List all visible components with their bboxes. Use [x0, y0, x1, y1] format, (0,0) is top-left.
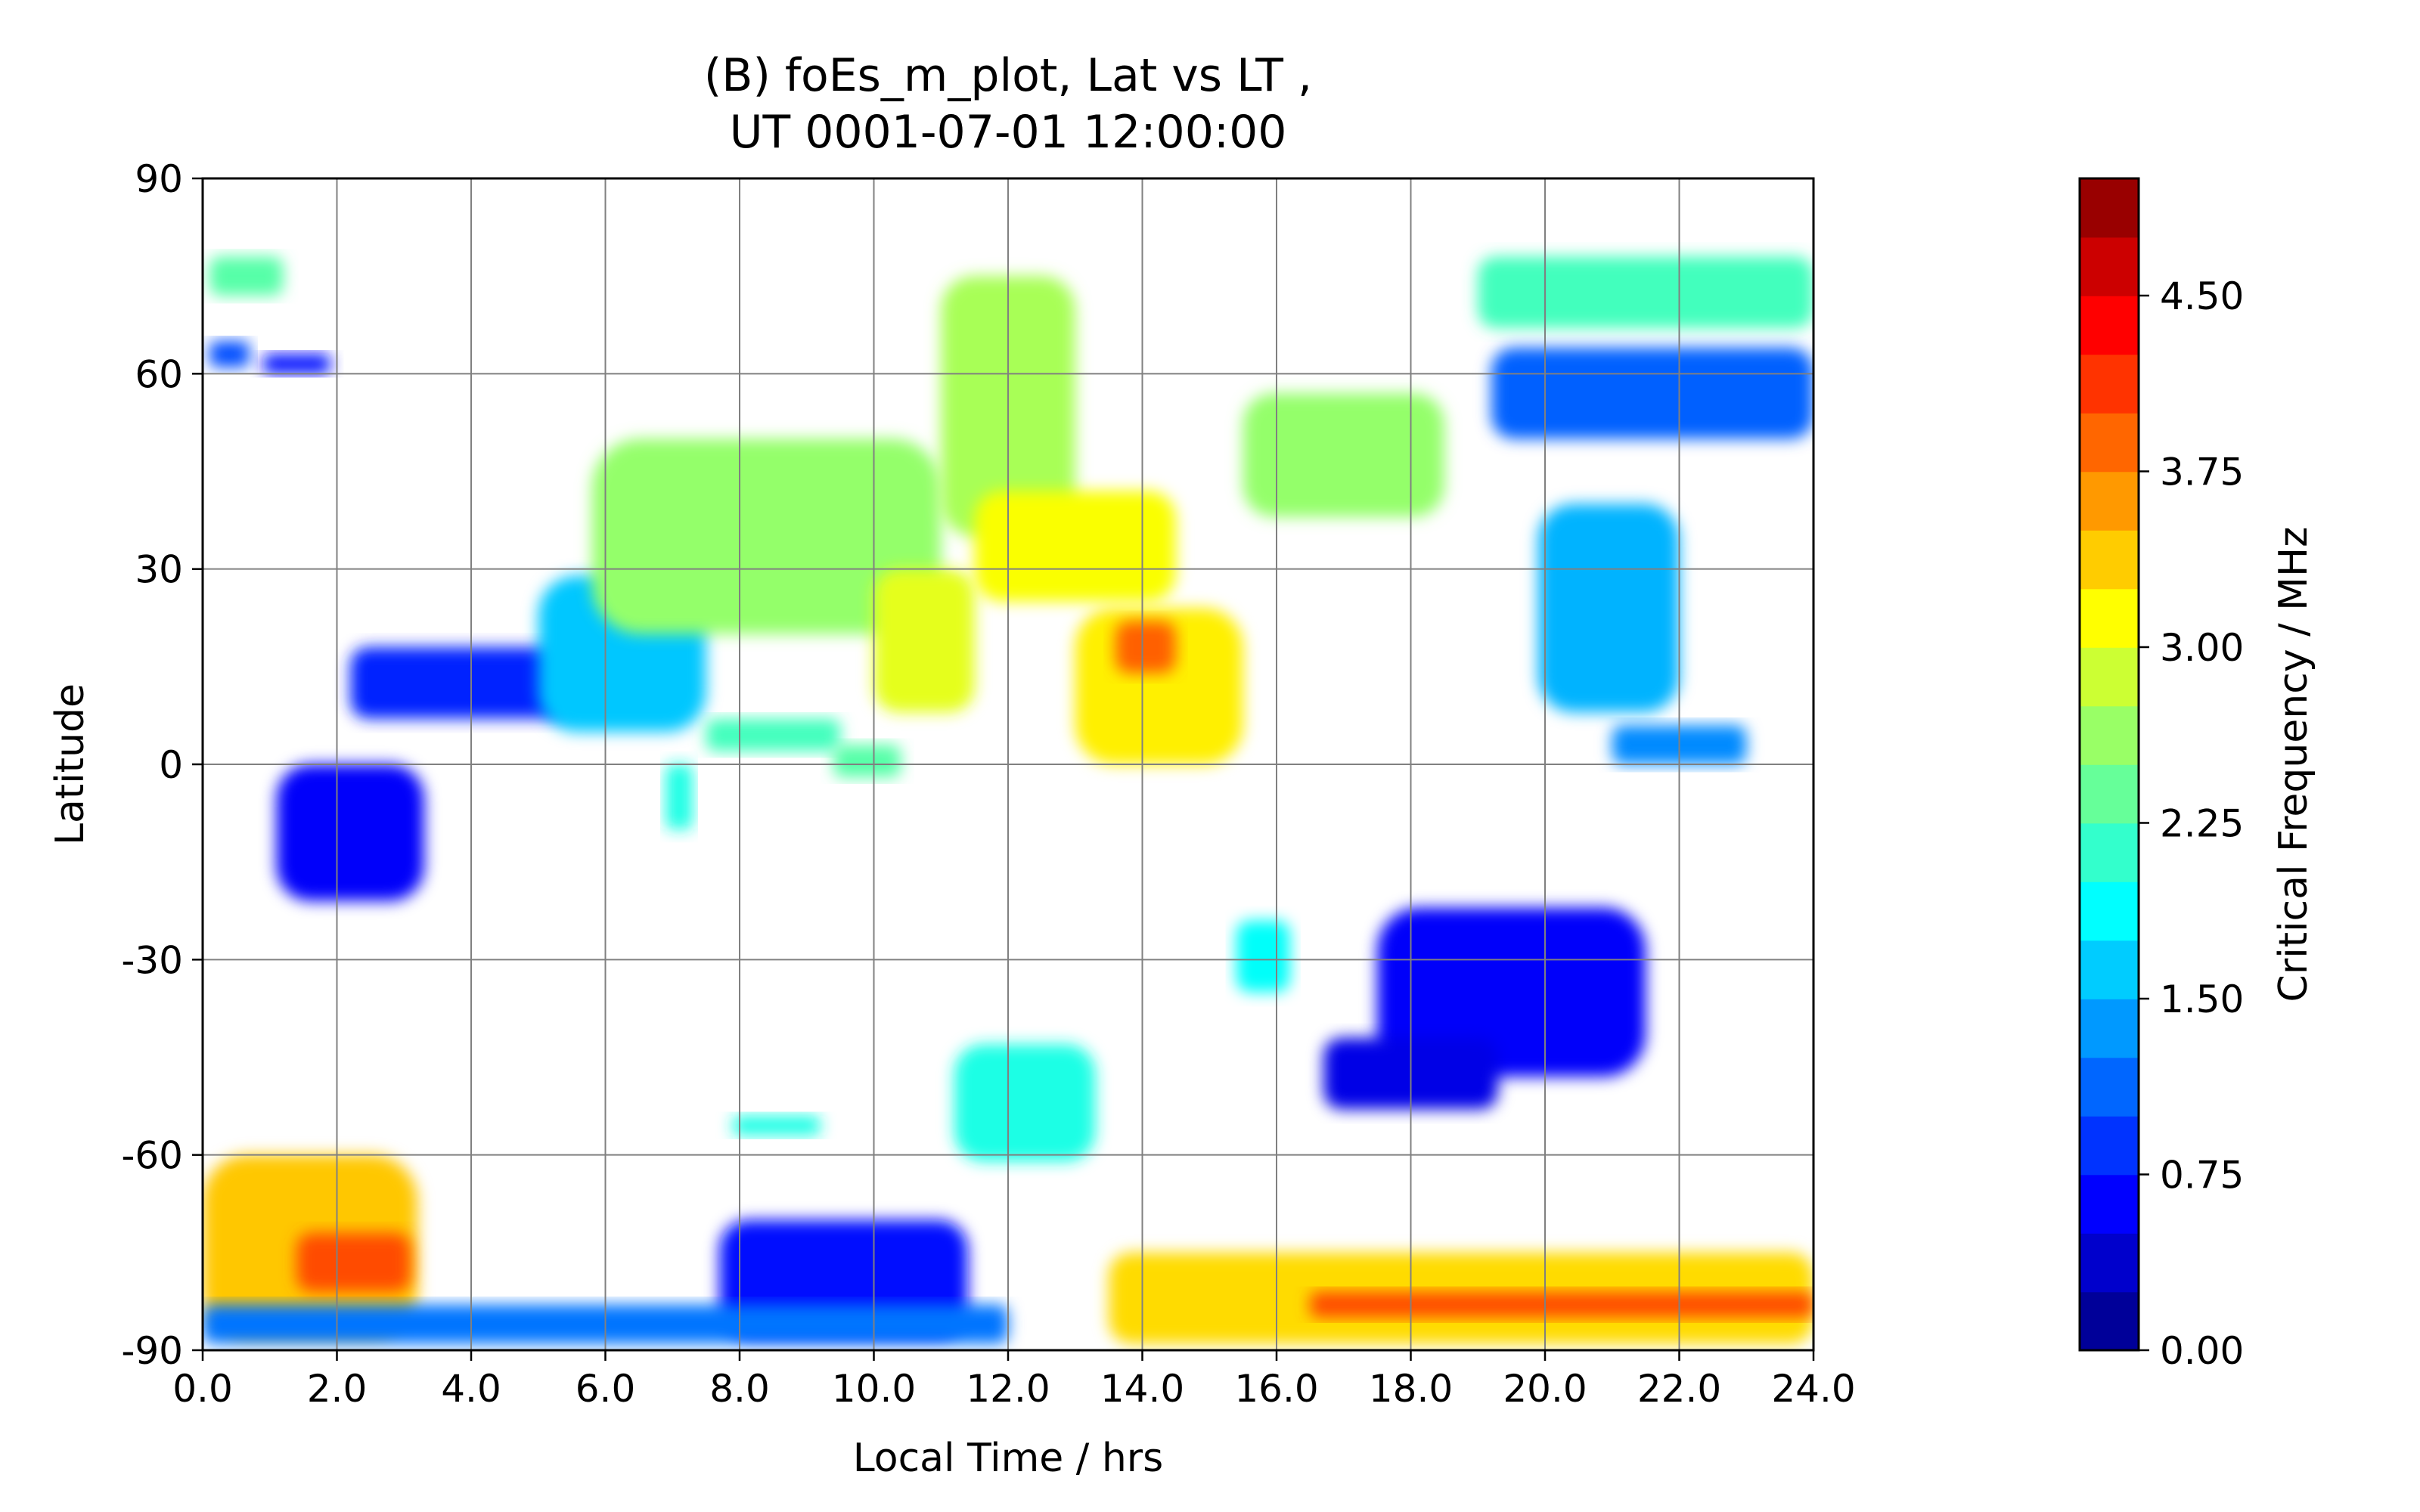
contour-region — [209, 341, 250, 367]
colorbar-tick-label: 4.50 — [2160, 274, 2244, 318]
colorbar: 0.00 0.75 1.50 2.25 3.00 3.75 4.50 — [2078, 177, 2244, 1373]
contour-region — [1491, 347, 1813, 439]
x-axis-ticks: 0.0 2.0 4.0 6.0 8.0 10.0 12.0 14.0 16.0 18.0 20.0 2… — [172, 1350, 1856, 1411]
contour-region — [974, 491, 1176, 602]
y-tick-label: 90 — [135, 157, 183, 201]
contour-region — [296, 1233, 411, 1292]
contour-region — [262, 354, 330, 374]
colorbar-band — [2080, 530, 2139, 590]
colorbar-tick-label: 2.25 — [2160, 802, 2244, 846]
colorbar-band — [2080, 940, 2139, 999]
contour-region — [733, 1116, 821, 1136]
y-axis-ticks: 90 60 30 0 -30 -60 -90 — [121, 157, 203, 1373]
colorbar-band — [2080, 296, 2139, 355]
chart-title-line1: (B) foEs_m_plot, Lat vs LT , — [704, 49, 1312, 102]
contour-region — [833, 745, 901, 778]
colorbar-label: Critical Frequency / MHz — [2271, 527, 2316, 1002]
colorbar-band — [2080, 354, 2139, 414]
x-tick-label: 8.0 — [709, 1367, 770, 1411]
x-tick-label: 18.0 — [1369, 1367, 1453, 1411]
contour-region — [1115, 621, 1176, 674]
x-tick-label: 24.0 — [1771, 1367, 1855, 1411]
x-tick-label: 16.0 — [1234, 1367, 1318, 1411]
x-tick-label: 20.0 — [1503, 1367, 1587, 1411]
contour-region — [954, 1044, 1096, 1162]
colorbar-band — [2080, 705, 2139, 765]
colorbar-tick-label: 1.50 — [2160, 978, 2244, 1021]
contour-region — [873, 569, 975, 713]
colorbar-band — [2080, 764, 2139, 824]
x-tick-label: 14.0 — [1100, 1367, 1184, 1411]
x-tick-label: 10.0 — [832, 1367, 916, 1411]
x-tick-label: 0.0 — [172, 1367, 233, 1411]
y-tick-label: -60 — [121, 1134, 183, 1178]
contour-region — [1538, 503, 1680, 713]
contour-region — [1478, 256, 1813, 329]
colorbar-tick-label: 0.00 — [2160, 1329, 2244, 1373]
colorbar-band — [2080, 413, 2139, 472]
chart-title-line2: UT 0001-07-01 12:00:00 — [730, 106, 1287, 159]
colorbar-band — [2080, 471, 2139, 531]
colorbar-frame — [2078, 177, 2140, 1352]
y-tick-label: -90 — [121, 1329, 183, 1373]
contour-region — [1310, 1291, 1813, 1318]
contour-region — [666, 764, 693, 830]
colorbar-band — [2080, 178, 2139, 238]
colorbar-tick-label: 3.00 — [2160, 626, 2244, 670]
x-axis-title: Local Time / hrs — [853, 1436, 1164, 1481]
y-axis-title: Latitude — [48, 683, 93, 845]
contour-region — [276, 764, 424, 901]
contour-region — [1243, 393, 1444, 517]
x-tick-label: 2.0 — [307, 1367, 368, 1411]
contour-region — [209, 256, 284, 296]
contour-region — [706, 718, 841, 751]
colorbar-band — [2080, 1291, 2139, 1351]
y-tick-label: 30 — [135, 548, 183, 592]
x-tick-label: 12.0 — [966, 1367, 1050, 1411]
x-tick-label: 4.0 — [441, 1367, 501, 1411]
colorbar-band — [2080, 881, 2139, 941]
contour-region — [591, 438, 942, 634]
colorbar-band — [2080, 237, 2139, 296]
contour-regions — [203, 256, 1813, 1344]
colorbar-band — [2080, 1174, 2139, 1234]
colorbar-tick-label: 3.75 — [2160, 451, 2244, 494]
y-tick-label: 0 — [159, 743, 183, 787]
y-tick-label: -30 — [121, 938, 183, 982]
x-tick-label: 6.0 — [576, 1367, 636, 1411]
colorbar-band — [2080, 1116, 2139, 1176]
contour-region — [1377, 907, 1646, 1077]
y-tick-label: 60 — [135, 352, 183, 396]
colorbar-band — [2080, 588, 2139, 648]
colorbar-tick-label: 0.75 — [2160, 1154, 2244, 1198]
colorbar-band — [2080, 1057, 2139, 1117]
colorbar-band — [2080, 647, 2139, 707]
contour-region — [350, 647, 572, 719]
colorbar-band — [2080, 999, 2139, 1058]
colorbar-band — [2080, 823, 2139, 882]
x-tick-label: 22.0 — [1637, 1367, 1721, 1411]
contour-region — [1236, 920, 1290, 993]
colorbar-band — [2080, 1233, 2139, 1293]
